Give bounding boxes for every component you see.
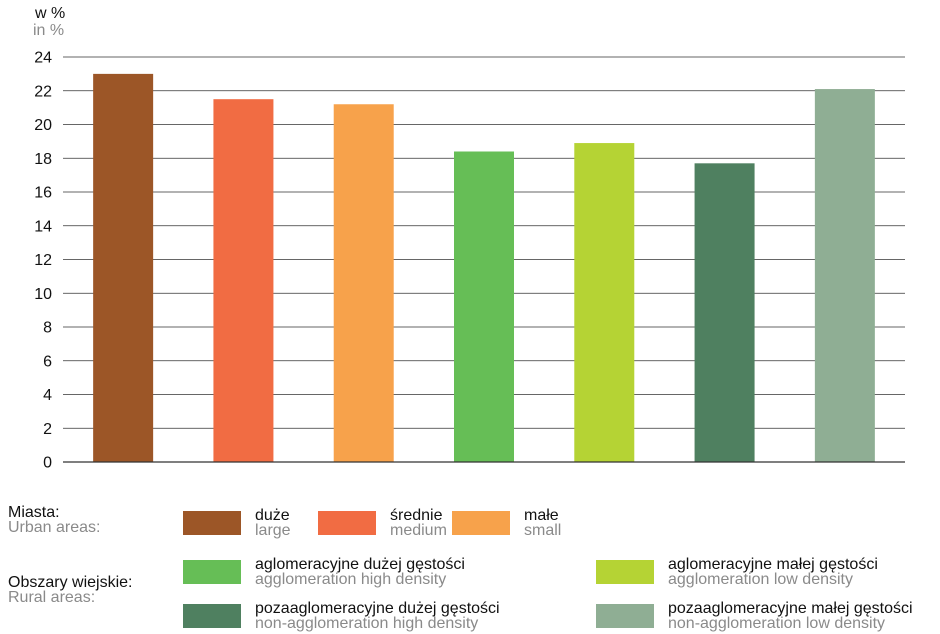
y-tick-label: 24 bbox=[34, 50, 52, 67]
legend-swatch-medium bbox=[318, 511, 376, 535]
bar-1 bbox=[93, 73, 154, 462]
legend-label-pl: małe bbox=[524, 507, 559, 524]
y-tick-label: 12 bbox=[34, 252, 52, 269]
legend-group-rural-label-pl: Obszary wiejskie: bbox=[8, 574, 133, 591]
bar-4 bbox=[454, 151, 514, 462]
legend-item-medium: średnie medium bbox=[318, 507, 447, 539]
legend-label-en: non-agglomeration high density bbox=[255, 615, 479, 632]
legend-swatch-large bbox=[183, 511, 241, 535]
legend-label-pl: aglomeracyjne małej gęstości bbox=[668, 556, 878, 573]
legend-label-en: large bbox=[255, 522, 291, 539]
y-tick-label: 10 bbox=[34, 286, 52, 303]
legend-item-agglomeration-high: aglomeracyjne dużej gęstości agglomeratio… bbox=[183, 556, 465, 588]
y-tick-label: 20 bbox=[34, 117, 52, 134]
legend-item-small: małe small bbox=[452, 507, 562, 539]
bar-7 bbox=[814, 89, 875, 462]
legend-group-urban: Miasta: Urban areas: bbox=[8, 504, 101, 536]
legend-label-pl: średnie bbox=[390, 507, 443, 524]
bar-2 bbox=[213, 99, 274, 462]
bar-5 bbox=[574, 143, 635, 462]
y-tick-label: 8 bbox=[43, 320, 52, 337]
legend-item-agglomeration-low: aglomeracyjne małej gęstości agglomeratio… bbox=[596, 556, 878, 588]
y-axis-label-pl: w % bbox=[35, 5, 66, 22]
legend-group-urban-label-pl: Miasta: bbox=[8, 504, 60, 521]
legend-label-pl: aglomeracyjne dużej gęstości bbox=[255, 556, 465, 573]
y-tick-label: 14 bbox=[34, 218, 52, 235]
legend-swatch-agglomeration-low bbox=[596, 560, 654, 584]
bar-6 bbox=[694, 163, 755, 462]
legend-group-rural-label-en: Rural areas: bbox=[8, 589, 96, 606]
y-tick-label: 0 bbox=[43, 455, 52, 472]
legend-label-en: non-agglomeration low density bbox=[668, 615, 886, 632]
bar-3 bbox=[333, 104, 394, 462]
y-tick-label: 6 bbox=[43, 353, 52, 370]
legend-label-en: agglomeration low density bbox=[668, 571, 853, 588]
legend-swatch-non-agglomeration-high bbox=[183, 604, 241, 628]
legend-label-pl: pozaaglomeracyjne dużej gęstości bbox=[255, 600, 500, 617]
legend-label-en: small bbox=[524, 522, 562, 539]
legend-label-en: agglomeration high density bbox=[255, 571, 447, 588]
legend-label-pl: pozaaglomeracyjne małej gęstości bbox=[668, 600, 913, 617]
y-tick-label: 2 bbox=[43, 421, 52, 438]
legend-swatch-agglomeration-high bbox=[183, 560, 241, 584]
y-axis-label-en: in % bbox=[33, 22, 65, 39]
legend-group-rural: Obszary wiejskie: Rural areas: bbox=[8, 574, 133, 606]
y-tick-label: 4 bbox=[43, 387, 52, 404]
legend-item-non-agglomeration-low: pozaaglomeracyjne małej gęstości non-aggl… bbox=[596, 600, 913, 632]
legend-item-large: duże large bbox=[183, 507, 291, 539]
legend-swatch-small bbox=[452, 511, 510, 535]
y-tick-label: 22 bbox=[34, 83, 52, 100]
legend-swatch-non-agglomeration-low bbox=[596, 604, 654, 628]
legend-group-urban-label-en: Urban areas: bbox=[8, 519, 101, 536]
legend-label-pl: duże bbox=[255, 507, 290, 524]
legend-item-non-agglomeration-high: pozaaglomeracyjne dużej gęstości non-aggl… bbox=[183, 600, 500, 632]
y-tick-label: 16 bbox=[34, 185, 52, 202]
y-tick-label: 18 bbox=[34, 151, 52, 168]
legend-label-en: medium bbox=[390, 522, 447, 539]
